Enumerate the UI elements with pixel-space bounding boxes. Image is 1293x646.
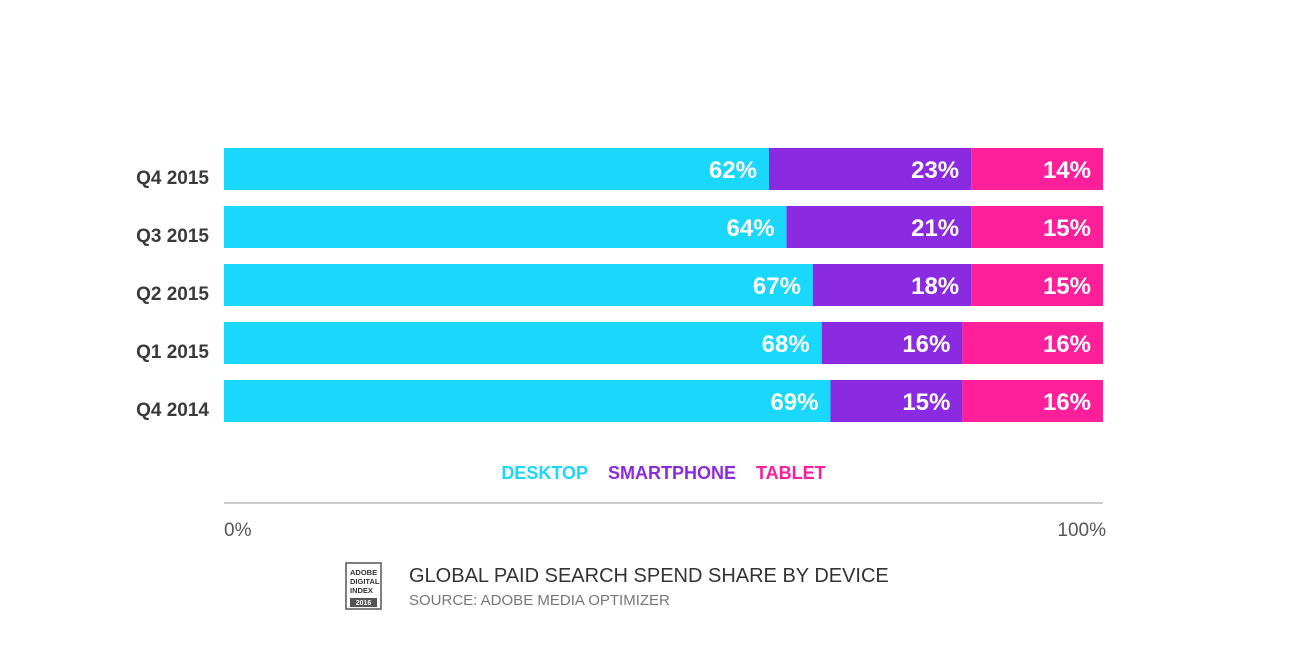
bar-segment-desktop bbox=[224, 206, 787, 248]
data-label-smartphone: 18% bbox=[911, 273, 959, 300]
data-label-tablet: 15% bbox=[1043, 273, 1091, 300]
data-label-tablet: 16% bbox=[1043, 389, 1091, 416]
bar-segment-smartphone bbox=[768, 148, 972, 190]
legend-item-tablet: TABLET bbox=[756, 463, 826, 483]
bar-segment-desktop bbox=[224, 322, 822, 364]
x-tick-label-min: 0% bbox=[224, 520, 252, 541]
bar-segment-desktop bbox=[224, 148, 769, 190]
category-label: Q2 2015 bbox=[136, 284, 209, 305]
category-label: Q4 2014 bbox=[136, 400, 209, 421]
x-tick-label-max: 100% bbox=[1057, 520, 1106, 541]
badge-year: 2016 bbox=[356, 600, 372, 607]
bar-segment-smartphone bbox=[830, 380, 963, 422]
bar-segment-smartphone bbox=[821, 322, 963, 364]
legend: DESKTOP SMARTPHONE TABLET bbox=[501, 463, 825, 483]
category-labels: Q4 2015 Q3 2015 Q2 2015 Q1 2015 Q4 2014 bbox=[136, 168, 209, 421]
bar-row-q1-2015: 68% 16% 16% bbox=[224, 322, 1103, 364]
data-label-desktop: 62% bbox=[709, 157, 757, 184]
data-label-desktop: 69% bbox=[770, 389, 818, 416]
data-label-tablet: 14% bbox=[1043, 157, 1091, 184]
badge-line-2: DIGITAL bbox=[350, 577, 380, 586]
bar-segment-tablet bbox=[971, 148, 1103, 190]
bar-row-q4-2014: 69% 15% 16% bbox=[224, 380, 1103, 422]
chart-source: SOURCE: ADOBE MEDIA OPTIMIZER bbox=[409, 592, 670, 609]
legend-item-desktop: DESKTOP bbox=[501, 463, 588, 483]
data-label-smartphone: 21% bbox=[911, 215, 959, 242]
bar-row-q2-2015: 67% 18% 15% bbox=[224, 264, 1103, 306]
data-label-desktop: 67% bbox=[753, 273, 801, 300]
data-label-tablet: 15% bbox=[1043, 215, 1091, 242]
category-label: Q3 2015 bbox=[136, 226, 209, 247]
bar-segment-tablet bbox=[971, 264, 1103, 306]
data-label-desktop: 68% bbox=[762, 331, 810, 358]
bar-segment-tablet bbox=[962, 380, 1103, 422]
data-label-smartphone: 16% bbox=[902, 331, 950, 358]
data-label-tablet: 16% bbox=[1043, 331, 1091, 358]
bar-segment-smartphone bbox=[786, 206, 972, 248]
category-label: Q4 2015 bbox=[136, 168, 209, 189]
data-label-smartphone: 15% bbox=[902, 389, 950, 416]
legend-item-smartphone: SMARTPHONE bbox=[608, 463, 736, 483]
adobe-digital-index-logo: ADOBE DIGITAL INDEX 2016 bbox=[345, 562, 382, 610]
bar-segment-tablet bbox=[962, 322, 1103, 364]
bar-segment-smartphone bbox=[812, 264, 972, 306]
chart-title: GLOBAL PAID SEARCH SPEND SHARE BY DEVICE bbox=[409, 565, 889, 587]
badge-line-1: ADOBE bbox=[350, 568, 377, 577]
data-label-desktop: 64% bbox=[727, 215, 775, 242]
bar-row-q3-2015: 64% 21% 15% bbox=[224, 206, 1103, 248]
badge-year-bar bbox=[350, 598, 377, 607]
badge-line-3: INDEX bbox=[350, 586, 373, 595]
bar-segment-desktop bbox=[224, 264, 813, 306]
category-label: Q1 2015 bbox=[136, 342, 209, 363]
data-label-smartphone: 23% bbox=[911, 157, 959, 184]
bars: 62% 23% 14% 64% 21% 15% 67% 18% 15% 68% 16% 16% 69% 1… bbox=[224, 148, 1103, 422]
bar-row-q4-2015: 62% 23% 14% bbox=[224, 148, 1103, 190]
bar-segment-tablet bbox=[971, 206, 1103, 248]
bar-segment-desktop bbox=[224, 380, 831, 422]
